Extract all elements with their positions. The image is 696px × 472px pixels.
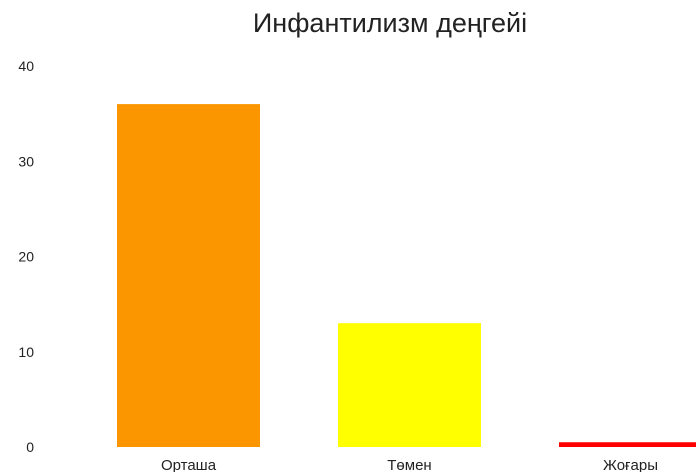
y-tick-label: 0 [26, 439, 34, 455]
bars-group [117, 104, 696, 447]
x-tick-label: Жоғары [603, 457, 658, 472]
y-tick-label: 20 [18, 249, 34, 265]
y-tick-label: 30 [18, 153, 34, 169]
y-tick-label: 40 [18, 58, 34, 74]
x-axis-labels: Орташа Төмен Жоғары [161, 457, 658, 472]
y-axis-ticks: 0 10 20 30 40 [18, 58, 34, 455]
x-tick-label: Орташа [161, 457, 217, 472]
bar-3 [559, 442, 696, 447]
y-tick-label: 10 [18, 344, 34, 360]
x-tick-label: Төмен [387, 457, 431, 472]
chart-title: Инфантилизм деңгейі [252, 8, 528, 38]
bar-1 [117, 104, 260, 447]
bar-2 [338, 323, 481, 447]
